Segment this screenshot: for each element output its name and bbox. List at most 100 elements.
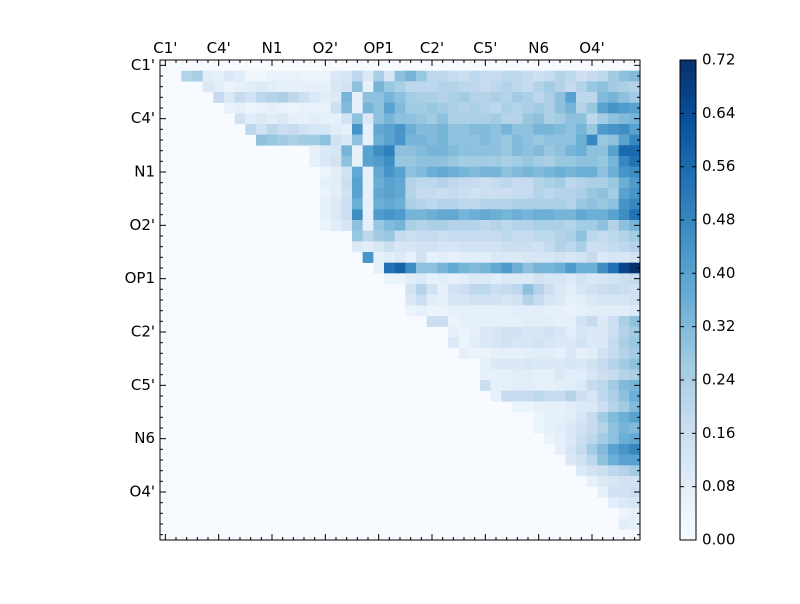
heatmap-cell [618, 273, 630, 285]
heatmap-cell [586, 124, 598, 135]
heatmap-cell [608, 273, 619, 285]
heatmap-cell [565, 81, 577, 93]
heatmap-cell [469, 70, 481, 82]
heatmap-cell [544, 412, 555, 423]
heatmap-cell [490, 380, 502, 391]
heatmap-cell [362, 92, 374, 103]
heatmap-cell [384, 70, 395, 82]
heatmap-cell [426, 124, 438, 135]
heatmap-cell [565, 401, 577, 413]
heatmap-cell [490, 177, 502, 189]
heatmap-cell [586, 348, 598, 359]
heatmap-cell [373, 188, 385, 199]
heatmap-cell [384, 156, 395, 167]
heatmap-cell [597, 102, 609, 114]
heatmap-cell [533, 166, 545, 178]
heatmap-cell [554, 380, 566, 391]
heatmap-cell [245, 102, 257, 114]
heatmap-cell [490, 92, 502, 103]
heatmap-cell [522, 369, 534, 381]
heatmap-cell [448, 102, 459, 114]
heatmap-cell [277, 92, 289, 103]
heatmap-cell [384, 209, 395, 221]
heatmap-cell [426, 113, 438, 125]
heatmap-cell [554, 326, 566, 338]
heatmap-cell [533, 412, 545, 423]
heatmap-cell [234, 81, 246, 93]
heatmap-cell [597, 284, 609, 295]
heatmap-cell [469, 305, 481, 317]
heatmap-cell [490, 134, 502, 146]
heatmap-cell [234, 113, 246, 125]
heatmap-cell [629, 209, 641, 221]
heatmap-cell [629, 390, 641, 402]
heatmap-cell [480, 156, 491, 167]
heatmap-cell [554, 305, 566, 317]
heatmap-cell [608, 145, 619, 157]
heatmap-cell [608, 444, 619, 455]
heatmap-cell [330, 134, 342, 146]
heatmap-cell [629, 316, 641, 327]
heatmap-cell [608, 294, 619, 306]
heatmap-cell [256, 81, 267, 93]
heatmap-cell [458, 241, 470, 253]
heatmap-cell [416, 145, 427, 157]
heatmap-cell [618, 230, 630, 242]
heatmap-cell [576, 230, 587, 242]
heatmap-cell [629, 412, 641, 423]
heatmap-cell [298, 81, 310, 93]
heatmap-cell [416, 241, 427, 253]
heatmap-cell [469, 316, 481, 327]
heatmap-cell [330, 188, 342, 199]
heatmap-cell [405, 294, 417, 306]
heatmap-cell [469, 81, 481, 93]
heatmap-cell [320, 198, 331, 210]
heatmap-cell [256, 70, 267, 82]
heatmap-cell [586, 444, 598, 455]
heatmap-cell [405, 262, 417, 274]
heatmap-cell [522, 113, 534, 125]
heatmap-cell [501, 390, 513, 402]
heatmap-cell [341, 124, 353, 135]
heatmap-cell [341, 209, 353, 221]
heatmap-cell [576, 294, 587, 306]
heatmap-cell [576, 145, 587, 157]
heatmap-cell [618, 358, 630, 370]
heatmap-cell [629, 177, 641, 189]
heatmap-cell [522, 252, 534, 263]
heatmap-cell [522, 145, 534, 157]
heatmap-cell [522, 262, 534, 274]
heatmap-cell [416, 273, 427, 285]
heatmap-cell [544, 369, 555, 381]
heatmap-cell [490, 156, 502, 167]
heatmap-cell [586, 166, 598, 178]
heatmap-cell [533, 81, 545, 93]
x-tick-label: C5' [473, 39, 497, 57]
heatmap-cell [330, 81, 342, 93]
heatmap-cell [597, 241, 609, 253]
heatmap-cell [512, 305, 523, 317]
heatmap-cell [416, 230, 427, 242]
heatmap-cell [448, 70, 459, 82]
heatmap-cell [586, 209, 598, 221]
heatmap-cell [448, 262, 459, 274]
heatmap-cell [565, 102, 577, 114]
heatmap-cell [234, 92, 246, 103]
heatmap-cell [512, 156, 523, 167]
heatmap-cell [437, 124, 449, 135]
heatmap-cell [554, 444, 566, 455]
heatmap-cell [384, 81, 395, 93]
heatmap-cell [490, 294, 502, 306]
heatmap-cell [533, 305, 545, 317]
heatmap-cell [416, 284, 427, 295]
heatmap-cell [554, 412, 566, 423]
heatmap-cell [618, 134, 630, 146]
heatmap-cell [608, 348, 619, 359]
heatmap-cell [512, 348, 523, 359]
heatmap-cell [597, 358, 609, 370]
heatmap-cell [608, 422, 619, 434]
heatmap-cell [469, 134, 481, 146]
heatmap-cell [544, 124, 555, 135]
heatmap-cell [490, 273, 502, 285]
heatmap-cell [437, 102, 449, 114]
